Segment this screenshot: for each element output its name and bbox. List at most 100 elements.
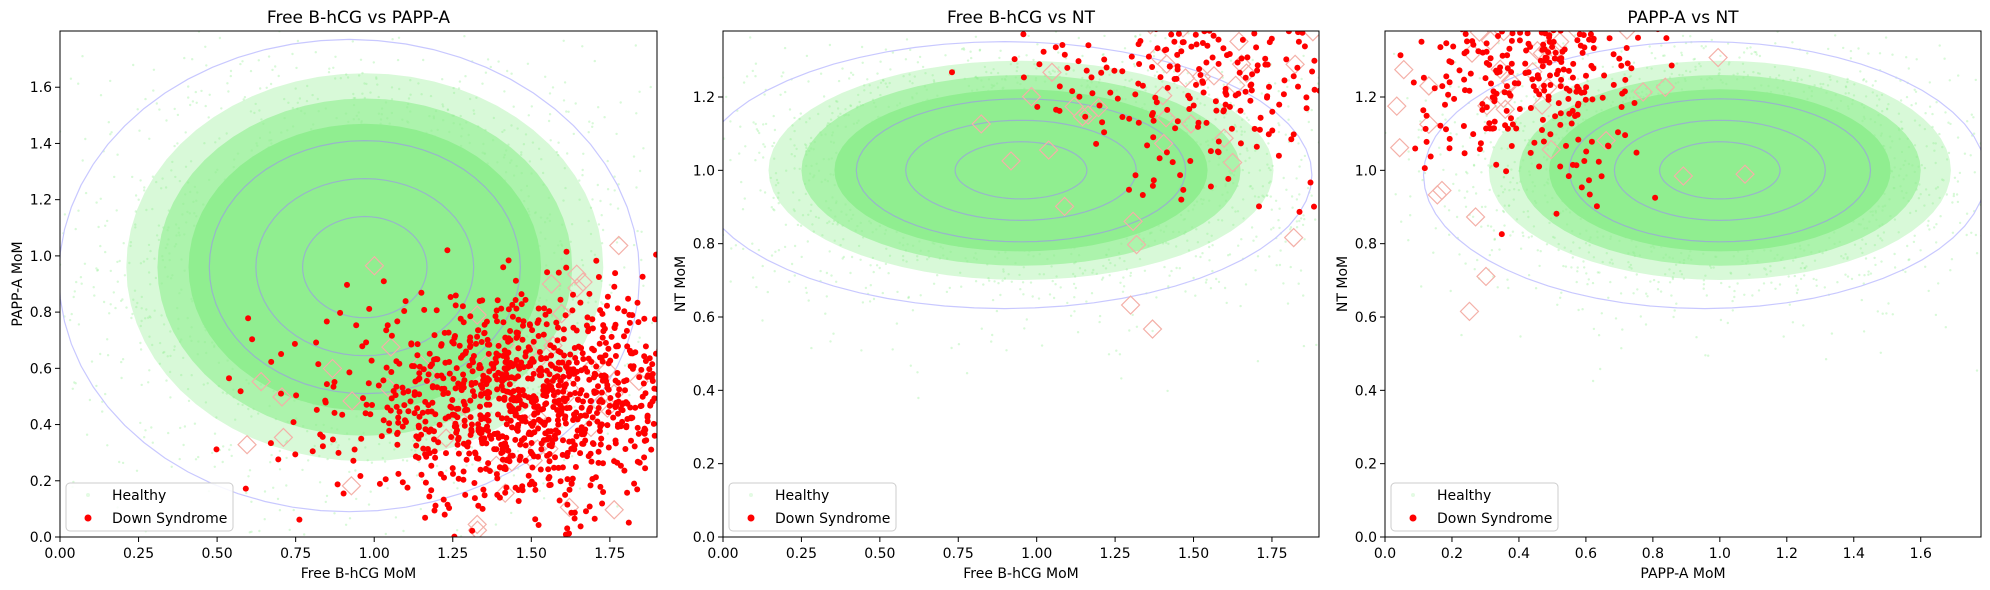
down-syndrome-point [589,316,596,323]
down-syndrome-point [360,395,366,402]
down-syndrome-point [461,422,468,429]
healthy-point [139,262,143,265]
healthy-point [835,280,838,283]
down-syndrome-point [363,339,370,346]
healthy-point [599,199,602,203]
healthy-point [139,348,143,351]
healthy-point [1300,158,1303,162]
healthy-point [600,214,603,217]
healthy-point [1277,219,1280,222]
down-syndrome-point [426,350,433,357]
healthy-point [187,399,191,403]
healthy-point [112,291,116,294]
down-syndrome-point [549,362,555,369]
healthy-point [565,110,568,113]
healthy-point [1163,265,1166,269]
healthy-point [109,79,112,83]
healthy-point [137,198,140,201]
healthy-point [739,125,742,128]
healthy-point [1152,51,1156,54]
healthy-point [1287,79,1291,82]
down-syndrome-point [438,341,445,348]
down-syndrome-point [455,405,462,412]
healthy-point [1295,226,1299,229]
down-syndrome-point [627,404,634,411]
down-syndrome-contour [467,520,488,537]
down-syndrome-point [566,438,573,445]
healthy-point [542,482,545,485]
down-syndrome-contour [467,305,488,325]
healthy-point [121,298,124,301]
healthy-point [578,198,581,201]
healthy-point [272,486,275,489]
down-syndrome-point [388,369,395,375]
down-syndrome-point [555,348,562,355]
healthy-point [125,306,128,309]
healthy-point [884,82,887,85]
down-syndrome-point [449,397,456,403]
healthy-point [1057,51,1060,54]
healthy-point [578,179,581,182]
healthy-point [911,82,914,85]
down-syndrome-point [469,527,476,534]
down-syndrome-point [242,485,249,492]
healthy-point [807,299,810,302]
healthy-point [291,52,294,56]
down-syndrome-point [422,479,429,486]
healthy-point [974,280,978,283]
healthy-point [402,529,405,533]
down-syndrome-point [538,372,545,379]
healthy-point [475,96,478,100]
down-syndrome-point [514,427,521,434]
healthy-point [754,62,758,65]
healthy-point [1301,223,1305,227]
down-syndrome-point [559,464,566,471]
healthy-point [361,92,364,95]
healthy-point [1285,188,1288,191]
healthy-point [370,461,374,464]
healthy-point [1129,274,1132,277]
healthy-point [1269,180,1272,183]
down-syndrome-point [577,523,584,530]
healthy-point [139,324,142,328]
down-syndrome-point [357,473,364,479]
down-syndrome-point [557,377,564,384]
down-syndrome-point [600,460,606,467]
down-syndrome-point [493,350,500,357]
down-syndrome-point [560,336,567,342]
healthy-point [390,86,394,89]
healthy-point [367,503,371,506]
down-syndrome-contour [273,427,294,448]
healthy-point [623,364,627,367]
healthy-point [164,186,168,189]
healthy-point [798,199,801,202]
down-syndrome-point [507,328,514,334]
down-syndrome-point [432,454,439,461]
healthy-point [562,199,565,202]
healthy-point [773,128,777,132]
healthy-point [479,460,482,464]
healthy-point [424,433,427,436]
healthy-point [581,45,584,48]
healthy-point [1184,290,1187,293]
down-syndrome-point [388,395,395,402]
down-syndrome-contour [381,337,401,357]
healthy-point [189,160,193,163]
healthy-point [457,87,461,90]
healthy-point [824,312,827,315]
down-syndrome-point [532,516,539,523]
healthy-point [1040,344,1044,347]
healthy-point [114,306,117,310]
healthy-point [974,35,978,38]
healthy-point [1084,269,1087,272]
healthy-point [828,43,832,47]
healthy-point [628,394,631,397]
down-syndrome-point [462,491,469,498]
down-syndrome-point [543,355,550,362]
healthy-point [766,290,769,294]
down-syndrome-point [466,450,473,457]
healthy-point [650,321,654,325]
healthy-point [563,458,566,462]
healthy-point [1186,239,1189,242]
healthy-point [996,71,1000,75]
